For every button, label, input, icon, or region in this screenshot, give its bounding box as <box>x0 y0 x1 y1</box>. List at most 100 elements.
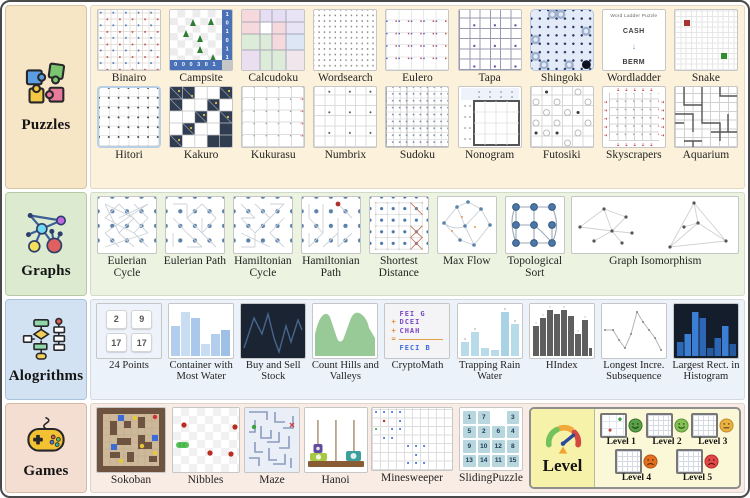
nonogram-thumbnail <box>457 86 522 149</box>
sliding-tile: 13 <box>463 454 476 467</box>
number-card: 9 <box>131 309 153 329</box>
game-label: SlidingPuzzle <box>459 472 523 484</box>
sudoku-thumbnail <box>385 86 450 149</box>
cryptomath-thumbnail: FEI G + DCEI + CHAH = FECI B <box>384 303 451 359</box>
tree-icon <box>210 51 217 61</box>
histogram-bars-chart <box>673 304 738 358</box>
campsite-board <box>170 10 224 61</box>
algorithm-item-largest-rect-histogram: Largest Rect. in Histogram <box>670 303 742 382</box>
graph-item-shortest-distance: Shortest Distance <box>365 196 433 279</box>
gamepad-icon <box>27 417 65 452</box>
aquarium-cages <box>674 87 737 148</box>
graph-item-max-flow: Max Flow <box>433 196 501 279</box>
puzzles-section-header: Puzzles <box>5 5 87 189</box>
puzzle-label: Wordladder <box>606 72 661 84</box>
sum-rule <box>399 338 444 340</box>
puzzle-item-numbrix: Numbrix <box>310 86 381 161</box>
puzzle-label: Campsite <box>179 72 223 84</box>
algorithms-section-label: Alogrithms <box>8 367 84 384</box>
graph-item-eulerian-path: Eulerian Path <box>161 196 229 279</box>
topological-sort-edges <box>511 203 557 247</box>
graph-item-eulerian-cycle: Eulerian Cycle <box>93 196 161 279</box>
game-item-nibbles: Nibbles <box>169 407 242 489</box>
kakuro-thumbnail <box>169 86 234 149</box>
sokoban-board <box>97 408 165 472</box>
puzzle-item-wordladder: Word Ladder Puzzle CASH ↓ BERM Wordladde… <box>598 9 669 84</box>
skyscrapers-grid <box>608 93 659 142</box>
rain-water-bars-chart <box>460 308 519 356</box>
graph-isomorphism-thumbnail <box>571 196 740 254</box>
skyscrapers-bottom-clues <box>610 143 657 147</box>
level-3-maze-thumbnail <box>691 412 719 438</box>
puzzle-label: Numbrix <box>324 149 367 162</box>
number-card: 17 <box>105 333 127 353</box>
aquarium-thumbnail <box>673 86 738 149</box>
game-item-maze: Maze <box>242 407 302 489</box>
hanoi-thumbnail <box>303 407 368 473</box>
algorithm-item-container-most-water: Container with Most Water <box>165 303 237 382</box>
happy-face-icon <box>673 418 689 433</box>
graph-label: Topological Sort <box>507 255 563 280</box>
maze-thumbnail <box>244 407 300 473</box>
puzzle-label: Snake <box>691 72 720 84</box>
calcudoku-thumbnail <box>241 9 306 71</box>
wordladder-title: Word Ladder Puzzle <box>610 14 658 19</box>
sliding-tile: 12 <box>492 440 505 453</box>
skyscrapers-top-clues <box>610 88 657 92</box>
puzzle-label: Hitori <box>115 149 143 162</box>
algorithms-section: Alogrithms 2 9 17 17 24 Points <box>5 299 745 400</box>
puzzle-item-wordsearch: Wordsearch <box>310 9 381 84</box>
puzzle-item-nonogram: Nonogram <box>454 86 525 161</box>
graphs-section-header: Graphs <box>5 192 87 296</box>
eulero-thumbnail <box>385 9 450 71</box>
algorithms-grid: 2 9 17 17 24 Points Co <box>90 299 745 400</box>
games-grid: Sokoban Nibbles <box>90 403 745 493</box>
calcudoku-cages <box>242 10 305 70</box>
algorithms-section-header: Alogrithms <box>5 299 87 400</box>
game-item-hanoi: Hanoi <box>302 407 369 489</box>
level-item-2: Level 2 <box>645 412 689 447</box>
cryptomath-operand: FEI G <box>399 309 426 318</box>
graph-label: Eulerian Path <box>163 255 227 267</box>
level-item-1: Level 1 <box>599 412 643 447</box>
hamiltonian-path-thumbnail <box>300 196 361 254</box>
game-label: Maze <box>259 474 285 486</box>
game-label: Sokoban <box>110 474 152 486</box>
puzzle-item-tapa: Tapa <box>454 9 525 84</box>
hindex-bars-chart <box>532 306 592 356</box>
puzzles-row-1: Binairo 101011 000301 <box>93 9 742 84</box>
24-points-thumbnail: 2 9 17 17 <box>96 303 163 359</box>
puzzle-item-kukurasu: Kukurasu <box>238 86 309 161</box>
game-label: Hanoi <box>321 474 350 486</box>
nibbles-board <box>175 422 238 457</box>
graph-item-graph-isomorphism: Graph Isomorphism <box>569 196 742 279</box>
level-label: Level 2 <box>652 436 682 447</box>
level-row-2: Level 4 Level 5 <box>597 449 737 483</box>
sliding-tile: 7 <box>477 411 490 424</box>
flowchart-icon <box>22 317 66 360</box>
minesweeper-hints <box>375 411 426 464</box>
snake-thumbnail <box>673 9 738 71</box>
puzzle-label: Tapa <box>478 72 501 84</box>
tree-icon <box>190 16 197 26</box>
graph-label: Eulerian Cycle <box>107 255 147 280</box>
cryptomath-operand: DCEI <box>399 318 421 327</box>
sliding-tile: 15 <box>506 454 519 467</box>
level-row-1: Level 1 Level 2 <box>597 412 737 447</box>
puzzle-label: Eulero <box>402 72 433 84</box>
hanoi-board <box>307 420 364 467</box>
tree-icon <box>197 43 204 53</box>
game-label: Nibbles <box>187 474 224 486</box>
sad-face-icon <box>643 454 658 469</box>
graphs-grid: Eulerian Cycle Eulerian Path <box>90 192 745 296</box>
level-title: Level <box>542 455 583 475</box>
puzzle-label: Kukurasu <box>250 149 296 162</box>
game-item-slidingpuzzle: 1 7 3 5 2 6 4 9 10 12 8 13 14 11 15 <box>455 407 527 489</box>
puzzles-grid: Binairo 101011 000301 <box>90 5 745 189</box>
game-label: Minesweeper <box>381 472 443 484</box>
algorithm-item-count-hills-valleys: Count Hills and Valleys <box>309 303 381 382</box>
minesweeper-thumbnail <box>371 407 453 471</box>
sliding-tile: 9 <box>463 440 476 453</box>
tapa-thumbnail <box>457 9 522 71</box>
trapping-rain-water-thumbnail <box>456 303 523 359</box>
